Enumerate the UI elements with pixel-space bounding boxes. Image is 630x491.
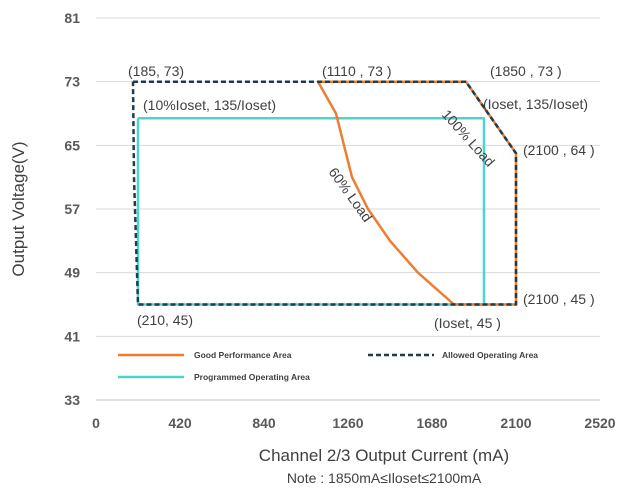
series-layer bbox=[131, 80, 518, 306]
annotation-210-45: (210, 45) bbox=[137, 312, 193, 328]
x-tick-1680: 1680 bbox=[416, 415, 447, 431]
legend-label-good-performance: Good Performance Area bbox=[194, 350, 292, 360]
legend-label-allowed-operating: Allowed Operating Area bbox=[442, 350, 538, 360]
x-tick-2520: 2520 bbox=[584, 415, 615, 431]
x-tick-labels: 0 420 840 1260 1680 2100 2520 bbox=[92, 415, 616, 431]
annotations: (185, 73) (1110 , 73 ) (1850 , 73 ) (10%… bbox=[128, 63, 595, 331]
chart-note: Note : 1850mA≤Iloset≤2100mA bbox=[287, 470, 482, 486]
y-tick-81: 81 bbox=[64, 10, 80, 26]
legend-label-programmed-operating: Programmed Operating Area bbox=[194, 372, 310, 382]
y-tick-41: 41 bbox=[64, 328, 80, 344]
y-tick-labels: 33 41 49 57 65 73 81 bbox=[64, 10, 80, 408]
annotation-ioset-135: (Ioset, 135/Ioset) bbox=[483, 96, 588, 112]
annotation-185-73: (185, 73) bbox=[128, 63, 184, 79]
series-programmed-operating-area bbox=[136, 117, 486, 306]
annotation-ioset-45: (Ioset, 45 ) bbox=[434, 315, 501, 331]
y-tick-33: 33 bbox=[64, 392, 80, 408]
x-tick-2100: 2100 bbox=[500, 415, 531, 431]
y-tick-65: 65 bbox=[64, 137, 80, 153]
legend: Good Performance Area Allowed Operating … bbox=[118, 350, 538, 382]
x-tick-420: 420 bbox=[168, 415, 192, 431]
y-tick-49: 49 bbox=[64, 265, 80, 281]
annotation-1850-73: (1850 , 73 ) bbox=[490, 63, 562, 79]
annotation-2100-45: (2100 , 45 ) bbox=[523, 291, 595, 307]
x-tick-0: 0 bbox=[92, 415, 100, 431]
series-allowed-operating-area bbox=[131, 80, 518, 306]
annotation-2100-64: (2100 , 64 ) bbox=[523, 142, 595, 158]
x-tick-1260: 1260 bbox=[332, 415, 363, 431]
x-tick-840: 840 bbox=[252, 415, 276, 431]
annotation-1110-73: (1110 , 73 ) bbox=[322, 63, 392, 79]
x-axis-title: Channel 2/3 Output Current (mA) bbox=[259, 446, 509, 465]
y-tick-57: 57 bbox=[64, 201, 80, 217]
y-axis-title: Output Voltage(V) bbox=[9, 141, 28, 276]
annotation-10pct-ioset: (10%Ioset, 135/Ioset) bbox=[143, 97, 276, 113]
y-tick-73: 73 bbox=[64, 74, 80, 90]
